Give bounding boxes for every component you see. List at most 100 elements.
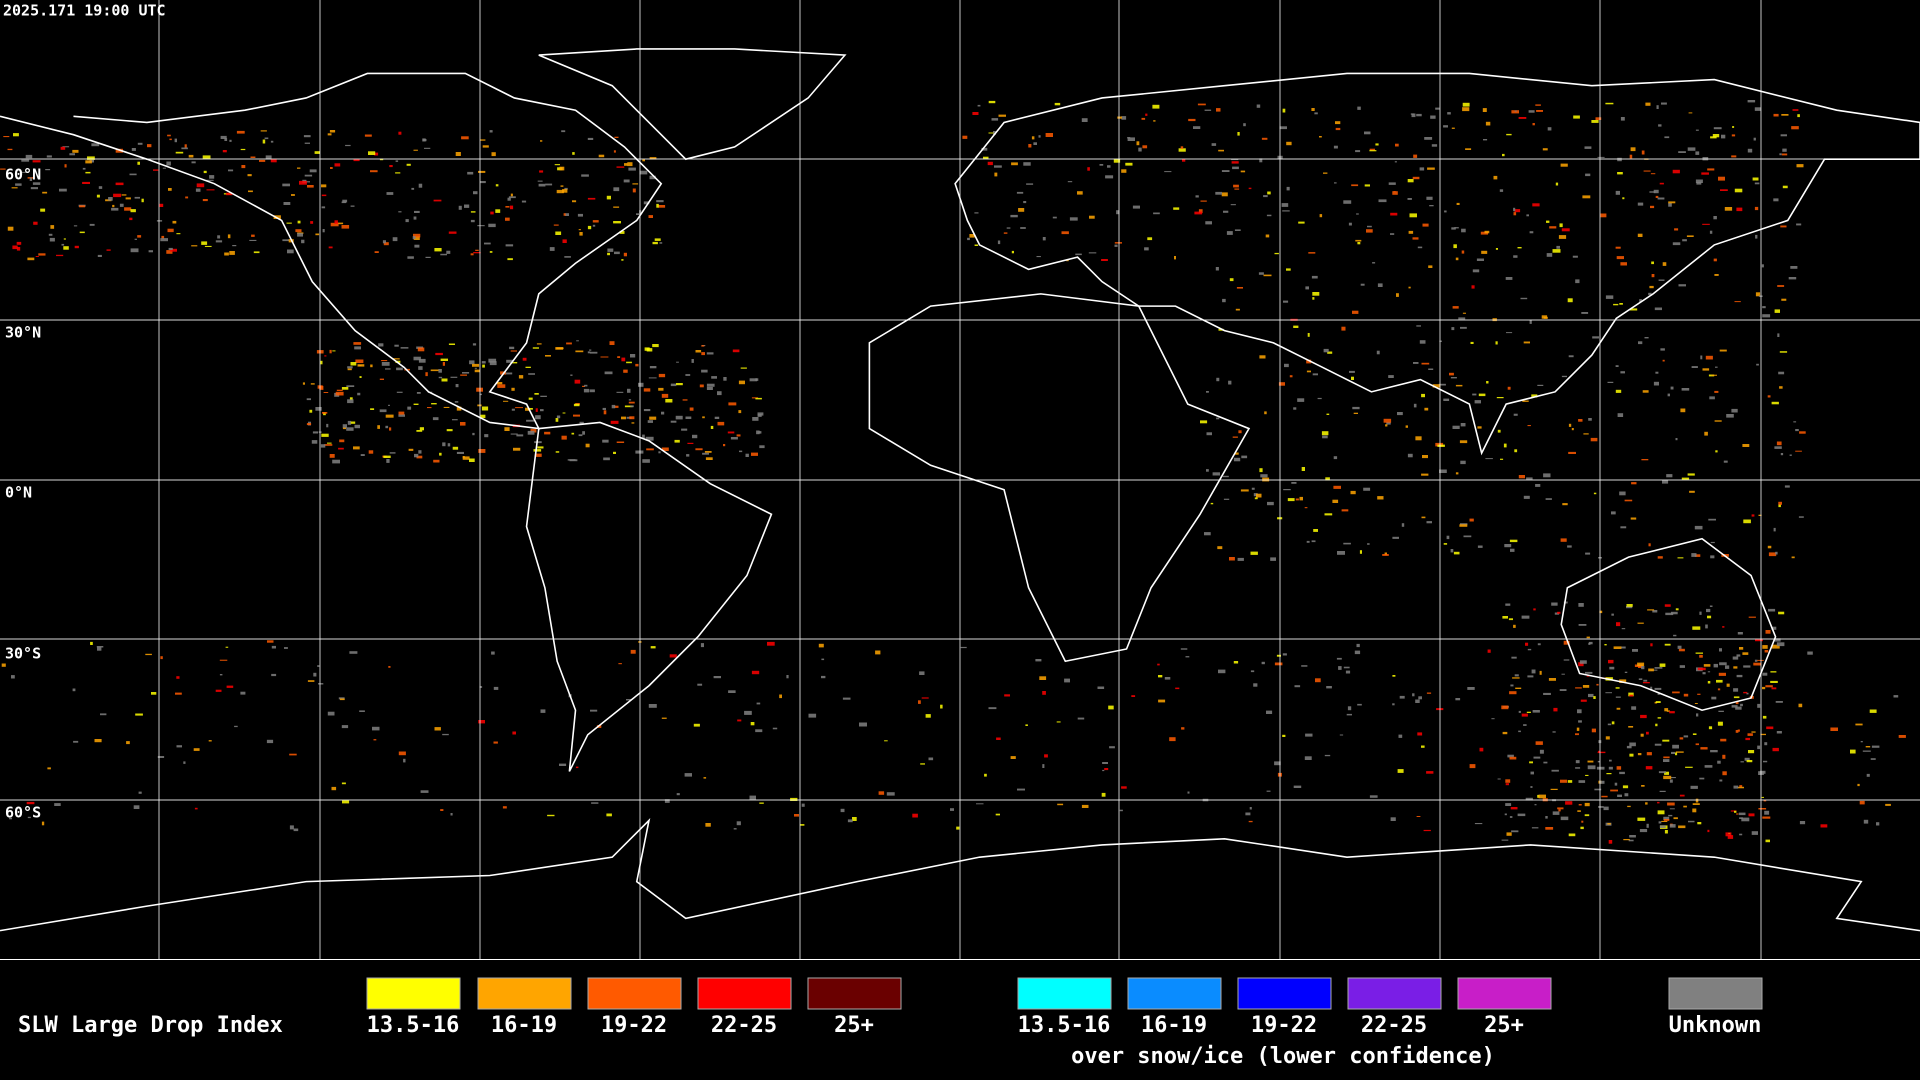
- speckle: [322, 229, 325, 233]
- speckle: [1114, 244, 1118, 247]
- speckle: [706, 383, 715, 387]
- speckle: [1267, 501, 1274, 506]
- speckle: [1659, 663, 1666, 667]
- speckle: [1757, 745, 1761, 750]
- speckle: [1456, 202, 1460, 205]
- speckle: [1251, 487, 1255, 490]
- speckle: [1523, 724, 1527, 726]
- speckle: [925, 714, 931, 718]
- speckle: [1520, 297, 1528, 300]
- speckle: [249, 239, 257, 241]
- speckle: [1598, 806, 1604, 808]
- speckle: [1463, 535, 1472, 538]
- speckle: [29, 177, 33, 181]
- speckle: [191, 161, 196, 164]
- speckle: [1477, 545, 1483, 548]
- speckle: [525, 366, 531, 368]
- speckle: [505, 206, 510, 208]
- speckle: [477, 404, 482, 407]
- speckle: [1066, 259, 1069, 262]
- speckle: [1739, 647, 1744, 650]
- speckle: [920, 763, 925, 765]
- speckle: [759, 445, 765, 449]
- speckle: [1443, 398, 1450, 401]
- speckle: [1664, 604, 1671, 607]
- speckle: [1893, 695, 1899, 698]
- speckle: [1175, 687, 1180, 690]
- speckle: [1554, 612, 1560, 615]
- speckle: [1850, 749, 1856, 754]
- speckle: [1158, 699, 1166, 703]
- speckle: [1211, 143, 1217, 146]
- speckle: [1590, 437, 1598, 442]
- speckle: [1304, 756, 1312, 760]
- speckle: [701, 345, 705, 347]
- speckle: [669, 654, 677, 658]
- speckle: [240, 148, 246, 151]
- speckle: [602, 439, 609, 443]
- speckle: [1715, 450, 1718, 453]
- speckle: [1798, 516, 1804, 518]
- speckle: [1543, 473, 1551, 478]
- speckle: [169, 138, 172, 141]
- speckle: [1559, 223, 1563, 228]
- speckle: [1529, 320, 1532, 324]
- speckle: [1471, 285, 1475, 289]
- speckle: [1505, 603, 1511, 606]
- speckle: [643, 409, 651, 412]
- speckle: [1775, 551, 1778, 555]
- speckle: [534, 393, 539, 395]
- speckle: [1603, 806, 1609, 811]
- speckle: [1317, 397, 1322, 400]
- speckle: [370, 408, 375, 410]
- speckle: [737, 719, 742, 722]
- speckle: [427, 407, 432, 409]
- speckle: [11, 675, 15, 679]
- speckle: [324, 355, 327, 357]
- speckle: [603, 410, 607, 415]
- speckle: [1650, 205, 1655, 209]
- speckle: [1509, 756, 1517, 760]
- speckle: [581, 174, 589, 177]
- speckle: [592, 220, 599, 223]
- speckle: [131, 148, 136, 151]
- speckle: [1668, 203, 1672, 207]
- speckle: [354, 424, 360, 429]
- speckle: [1531, 827, 1539, 829]
- speckle: [1629, 742, 1636, 747]
- speckle: [1357, 703, 1362, 706]
- speckle: [1718, 176, 1725, 181]
- speckle: [912, 813, 918, 818]
- speckle: [1762, 314, 1771, 318]
- speckle: [1042, 691, 1046, 695]
- speckle: [379, 378, 384, 380]
- speckle: [368, 151, 376, 155]
- speckle: [695, 448, 703, 451]
- speckle: [1522, 400, 1529, 402]
- speckle: [493, 741, 498, 744]
- coast-south-america: [525, 421, 773, 772]
- speckle: [1198, 209, 1203, 214]
- speckle: [1512, 677, 1520, 679]
- speckle: [181, 147, 188, 150]
- speckle: [616, 166, 625, 168]
- speckle: [1478, 393, 1486, 397]
- speckle: [1325, 477, 1330, 481]
- speckle: [1376, 350, 1380, 355]
- speckle: [1765, 685, 1773, 688]
- speckle: [1278, 382, 1285, 386]
- speckle: [1557, 611, 1561, 614]
- speckle: [642, 459, 650, 463]
- speckle: [1132, 205, 1140, 209]
- speckle: [113, 193, 122, 198]
- speckle: [225, 646, 229, 648]
- speckle: [1685, 766, 1693, 768]
- speckle: [1023, 162, 1031, 166]
- speckle: [9, 817, 12, 820]
- speckle: [547, 814, 555, 817]
- speckle: [1657, 801, 1660, 804]
- speckle: [1258, 272, 1264, 275]
- speckle: [1743, 691, 1748, 694]
- speckle: [1657, 693, 1660, 695]
